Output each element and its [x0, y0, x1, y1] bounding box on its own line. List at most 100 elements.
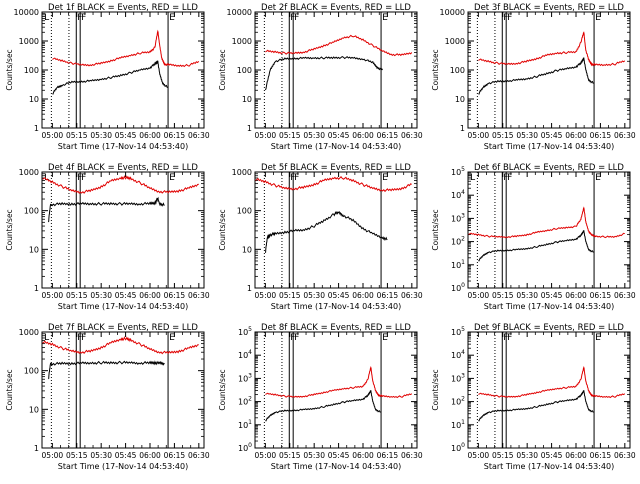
x-tick-label: 06:15	[590, 131, 612, 140]
y-tick-label: 1000	[232, 168, 252, 177]
y-tick-label: 102	[238, 396, 252, 407]
y-tick-label: 104	[451, 349, 465, 360]
y-tick-label: 10000	[440, 8, 465, 17]
x-tick-label: 06:15	[164, 451, 186, 460]
x-axis-label: Start Time (17-Nov-14 04:53:40)	[58, 462, 188, 471]
x-axis-label: Start Time (17-Nov-14 04:53:40)	[271, 462, 401, 471]
events-series-line	[47, 196, 165, 223]
chart-title: Det 9f BLACK = Events, RED = LLD	[474, 323, 624, 333]
time-marker-label: F	[294, 333, 299, 343]
lld-series-line	[255, 176, 412, 193]
plot-frame	[254, 171, 418, 289]
time-marker-label: E	[382, 13, 388, 23]
y-tick-label: 100	[24, 207, 39, 216]
x-tick-label: 06:00	[565, 131, 587, 140]
time-marker-label: F	[77, 173, 82, 183]
x-tick-label: 05:45	[328, 291, 350, 300]
y-tick-label: 10	[29, 405, 39, 414]
x-tick-label: 05:15	[279, 451, 301, 460]
y-tick-label: 10000	[227, 8, 252, 17]
x-tick-label: 05:00	[255, 291, 277, 300]
chart-title: Det 7f BLACK = Events, RED = LLD	[48, 323, 198, 333]
time-marker-label: L	[44, 13, 49, 23]
x-tick-label: 05:00	[42, 291, 64, 300]
x-tick-label: 06:00	[352, 291, 374, 300]
time-marker-label: F	[77, 13, 82, 23]
chart-title: Det 5f BLACK = Events, RED = LLD	[261, 163, 411, 173]
time-marker-label: F	[77, 333, 82, 343]
plot-frame	[41, 331, 205, 449]
plot-frame	[41, 171, 205, 289]
time-marker-label: F	[503, 13, 508, 23]
y-tick-label: 1000	[19, 168, 39, 177]
y-tick-label: 100	[24, 66, 39, 75]
y-axis-label: Counts/sec	[431, 209, 440, 250]
chart-title: Det 3f BLACK = Events, RED = LLD	[474, 3, 624, 13]
x-tick-label: 06:15	[164, 291, 186, 300]
y-tick-label: 101	[238, 419, 252, 430]
x-tick-label: 05:00	[468, 451, 490, 460]
y-axis-label: Counts/sec	[218, 49, 227, 90]
time-marker-label: F	[81, 333, 86, 343]
detector-chart-2: 1 10 100 1000 10000 05:00 05:15 05:30 05:45 06:00…	[218, 3, 423, 151]
y-axis-label: Counts/sec	[5, 49, 14, 90]
detector-panel-2: 1 10 100 1000 10000 05:00 05:15 05:30 05:45 06:00…	[213, 0, 426, 164]
time-marker-label: E	[169, 333, 175, 343]
x-tick-label: 05:45	[115, 131, 137, 140]
y-tick-label: 102	[451, 396, 465, 407]
x-tick-label: 05:15	[279, 291, 301, 300]
detector-panel-1: 1 10 100 1000 10000 05:00 05:15 05:30 05:45 06:00…	[0, 0, 213, 164]
y-tick-label: 100	[24, 367, 39, 376]
time-marker-label: F	[294, 13, 299, 23]
x-tick-label: 05:15	[66, 291, 88, 300]
y-tick-label: 1	[34, 284, 39, 293]
chart-title: Det 4f BLACK = Events, RED = LLD	[48, 163, 198, 173]
time-marker-label: F	[290, 333, 295, 343]
y-tick-label: 100	[238, 442, 252, 453]
time-marker-label: F	[507, 333, 512, 343]
x-tick-label: 05:15	[66, 131, 88, 140]
plot-frame	[254, 331, 418, 449]
time-marker-label: F	[290, 13, 295, 23]
y-tick-label: 105	[451, 326, 465, 337]
x-tick-label: 06:30	[401, 291, 423, 300]
y-tick-label: 1	[247, 124, 252, 133]
x-tick-label: 05:30	[90, 291, 112, 300]
detector-panel-3: 1 10 100 1000 10000 05:00 05:15 05:30 05:45 06:00…	[426, 0, 639, 164]
events-series-line	[52, 60, 168, 95]
detector-panel-8: 100 101 102 103 104 105 05:00 05:15 05:30 05:45 06…	[213, 320, 426, 484]
y-tick-label: 10	[242, 245, 252, 254]
x-axis-label: Start Time (17-Nov-14 04:53:40)	[484, 462, 614, 471]
events-series-line	[478, 230, 594, 262]
x-tick-label: 06:00	[565, 291, 587, 300]
y-tick-label: 10	[242, 95, 252, 104]
y-tick-label: 1	[247, 284, 252, 293]
y-tick-label: 101	[451, 259, 465, 270]
plot-frame	[467, 171, 631, 289]
lld-series-line	[265, 34, 413, 57]
time-marker-label: F	[81, 13, 86, 23]
x-tick-label: 06:30	[614, 451, 636, 460]
detector-panel-6: 100 101 102 103 104 105 05:00 05:15 05:30 05:45 06…	[426, 160, 639, 324]
x-tick-label: 06:15	[590, 291, 612, 300]
x-tick-label: 05:30	[303, 291, 325, 300]
time-marker-label: E	[382, 333, 388, 343]
y-tick-label: 100	[451, 442, 465, 453]
time-marker-label: F	[503, 333, 508, 343]
x-tick-label: 06:15	[590, 451, 612, 460]
x-tick-label: 06:30	[188, 291, 210, 300]
x-tick-label: 06:30	[614, 131, 636, 140]
detector-panel-5: 1 10 100 1000 05:00 05:15 05:30 05:45 06:00 06:15…	[213, 160, 426, 324]
y-tick-label: 100	[450, 66, 465, 75]
time-marker-label: F	[81, 173, 86, 183]
events-series-line	[265, 390, 381, 422]
y-tick-label: 105	[451, 166, 465, 177]
x-tick-label: 05:15	[492, 131, 514, 140]
time-marker-label: E	[595, 173, 601, 183]
time-marker-label: E	[382, 173, 388, 183]
y-tick-label: 100	[451, 282, 465, 293]
time-marker-label: F	[290, 173, 295, 183]
x-tick-label: 05:30	[516, 451, 538, 460]
